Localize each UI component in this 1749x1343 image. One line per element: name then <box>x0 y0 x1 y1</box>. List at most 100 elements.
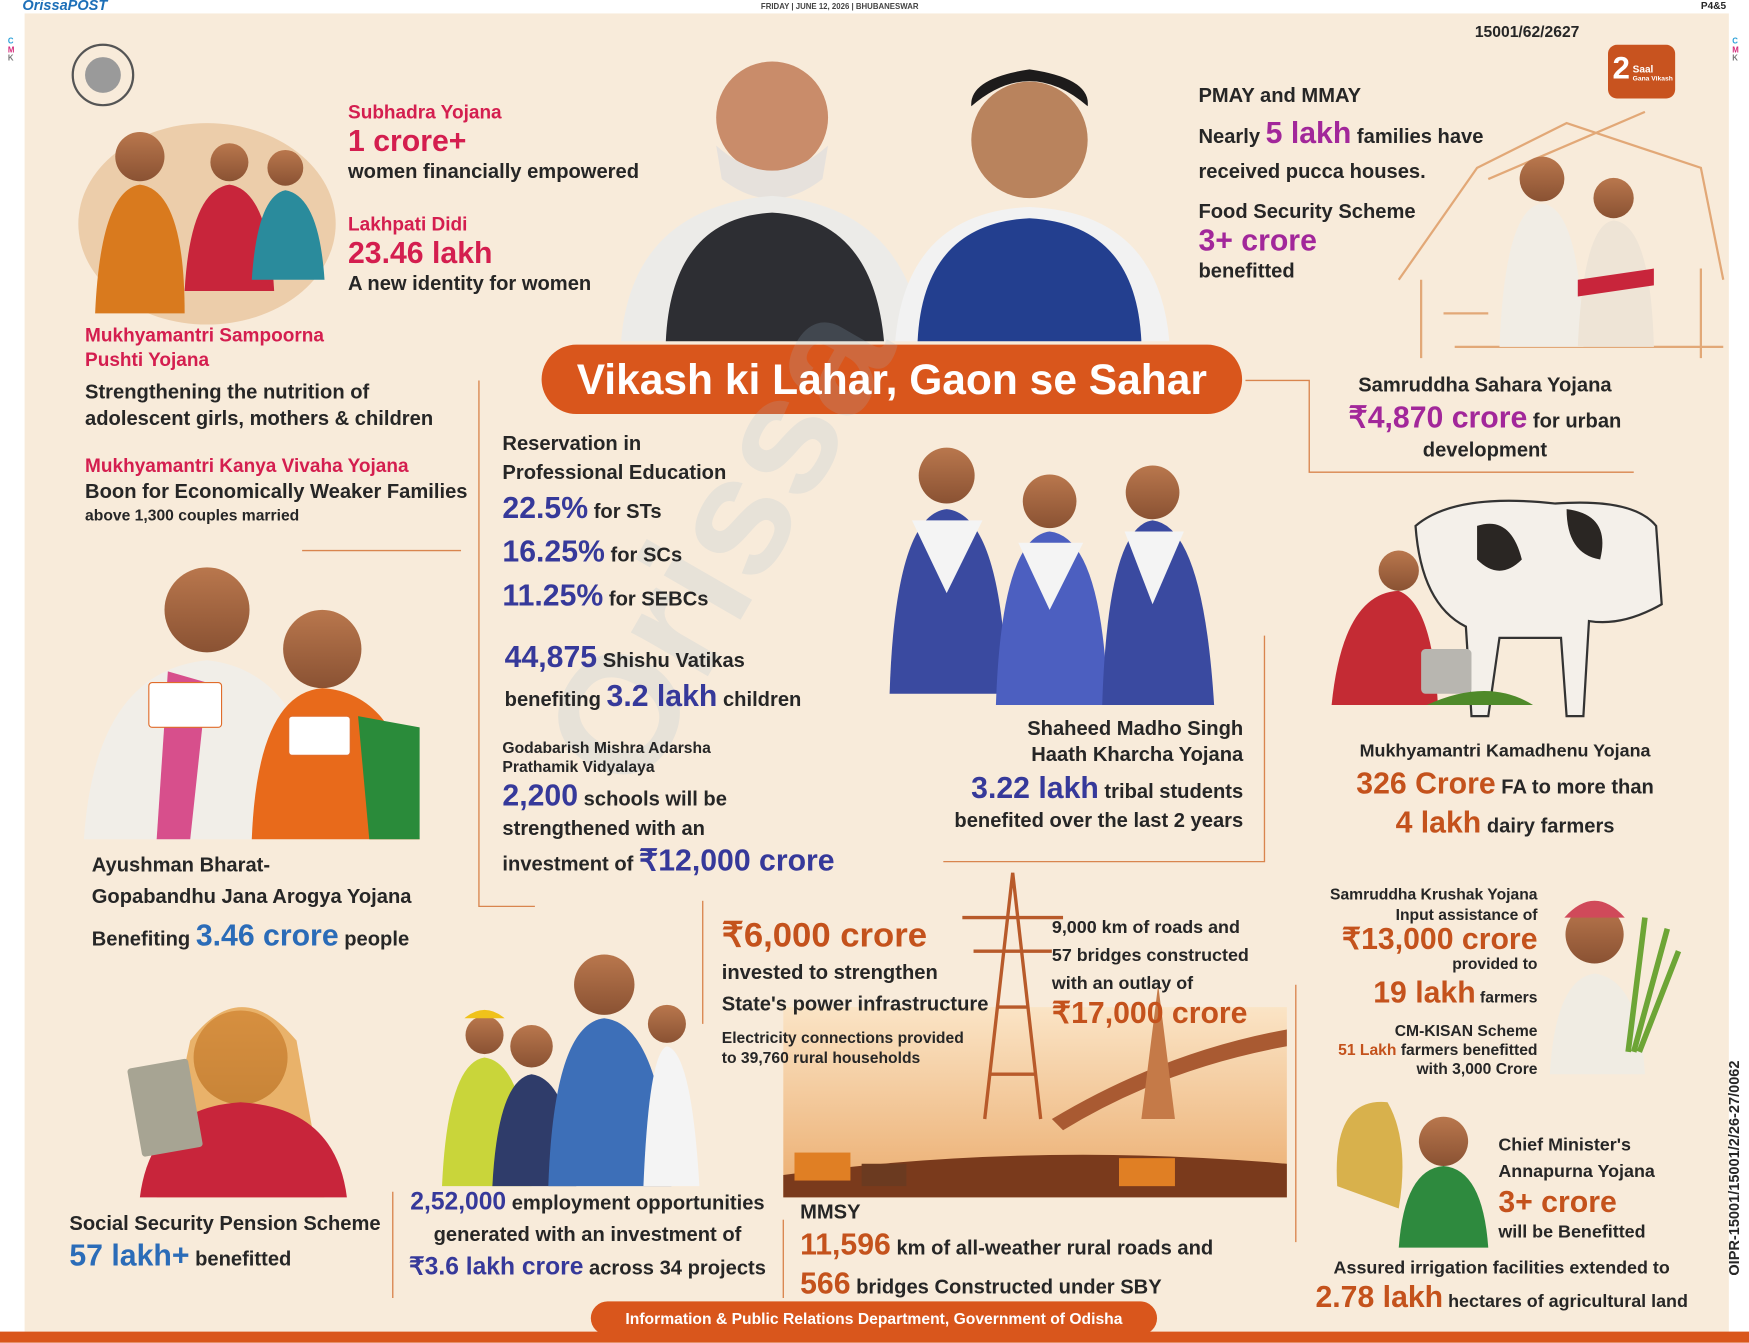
text: received pucca houses. <box>1198 159 1426 182</box>
badge-number: 2 <box>1612 50 1630 86</box>
text: Assured irrigation facilities extended t… <box>1333 1258 1670 1278</box>
reg-k: K <box>1732 55 1738 64</box>
figure: 51 Lakh <box>1338 1040 1397 1059</box>
scheme-name: CM-KISAN Scheme <box>1394 1021 1538 1040</box>
pension: Social Security Pension Scheme 57 lakh+ … <box>69 1211 380 1276</box>
text: Nearly <box>1198 125 1261 148</box>
art-shape <box>267 149 304 186</box>
art-shape <box>1397 110 1725 359</box>
figure: 22.5% <box>502 491 589 526</box>
art-shape <box>917 218 1142 342</box>
heading: Reservation in <box>502 431 642 455</box>
art-shape <box>647 1004 686 1043</box>
emblem-core <box>85 57 121 93</box>
reservation: Reservation in Professional Education 22… <box>502 429 726 619</box>
text: families have <box>1356 125 1484 148</box>
art-shape <box>861 1163 907 1187</box>
figure: ₹4,870 crore <box>1348 401 1528 435</box>
art-shape <box>1421 649 1472 694</box>
figure: 3+ crore <box>1198 224 1317 258</box>
figure: 2,52,000 <box>410 1187 507 1216</box>
art-shape <box>1051 1029 1287 1131</box>
text: strengthened with an <box>502 816 705 839</box>
art-shape <box>1477 509 1603 571</box>
art-shape <box>1124 531 1184 605</box>
art-shape <box>665 212 885 342</box>
art-shape <box>1336 1101 1403 1209</box>
art-shape <box>1331 590 1438 705</box>
figure: 326 Crore <box>1356 766 1496 800</box>
scheme-name: Mukhyamantri Kanya Vivaha Yojana <box>85 455 409 477</box>
shishu: 44,875 Shishu Vatikas benefiting 3.2 lak… <box>505 638 802 717</box>
roads: 9,000 km of roads and 57 bridges constru… <box>1052 915 1249 1029</box>
figure: ₹12,000 crore <box>639 843 835 878</box>
art-shape <box>1426 690 1534 705</box>
label: for STs <box>593 500 662 523</box>
badge-box <box>1608 44 1676 99</box>
text: dairy farmers <box>1486 814 1615 837</box>
art-shape <box>1125 465 1180 520</box>
art-shape <box>1565 905 1624 964</box>
desc: women financially empowered <box>348 159 640 183</box>
bottom-rule <box>0 1331 1749 1343</box>
art-shape <box>465 1016 504 1055</box>
art-shape <box>1102 520 1215 705</box>
text: people <box>344 927 410 950</box>
art-shape <box>943 635 1266 863</box>
figure: 44,875 <box>504 640 598 674</box>
art-shape <box>288 715 351 756</box>
desc: will be Benefitted <box>1498 1222 1646 1242</box>
figure: 2,200 <box>502 778 579 812</box>
emblem <box>71 43 135 107</box>
scheme-name: Lakhpati Didi <box>348 213 468 235</box>
art-shape <box>574 954 635 1015</box>
figure: ₹6,000 crore <box>721 915 928 955</box>
reg-c: C <box>1732 38 1738 46</box>
art-shape <box>911 520 983 594</box>
figure: 3+ crore <box>1498 1185 1617 1219</box>
art-shape <box>1018 542 1084 610</box>
ayushman: Ayushman Bharat- Gopabandhu Jana Arogya … <box>92 850 412 959</box>
label: Shishu Vatikas <box>602 649 745 672</box>
figure: 566 <box>800 1267 851 1301</box>
note: Electricity connections provided <box>721 1028 964 1047</box>
text: generated with an investment of <box>433 1222 742 1246</box>
art-shape <box>115 132 165 182</box>
divider-lines <box>302 379 1634 1299</box>
scheme-name: Prathamik Vidyalaya <box>502 757 655 776</box>
art-shape <box>1398 1165 1489 1248</box>
art-shape <box>283 609 362 689</box>
text: FA to more than <box>1501 775 1654 798</box>
art-shape <box>95 184 185 314</box>
art-shape <box>962 872 1064 1120</box>
kamadhenu: Mukhyamantri Kamadhenu Yojana 326 Crore … <box>1326 741 1684 843</box>
figure: 2.78 lakh <box>1315 1280 1444 1314</box>
scheme-name: MMSY <box>800 1200 861 1224</box>
art-shape <box>1577 268 1654 297</box>
text: for urban <box>1532 409 1622 433</box>
art-shape <box>1022 474 1077 529</box>
figure: 11,596 <box>800 1227 891 1262</box>
scheme-name: Pushti Yojana <box>85 349 210 371</box>
photo-couple-cards <box>83 567 420 840</box>
art-shape <box>358 716 420 840</box>
text: benefited over the last 2 years <box>954 808 1244 832</box>
food: Food Security Scheme 3+ crore benefitted <box>1198 199 1415 285</box>
desc: adolescent girls, mothers & children <box>85 406 434 430</box>
photo-dairy <box>1331 499 1663 718</box>
art-shape <box>716 145 829 199</box>
heading: Professional Education <box>502 461 727 484</box>
photo-couple-elderly <box>1499 156 1654 347</box>
photo-workers <box>442 954 700 1187</box>
madho: Shaheed Madho Singh Haath Kharcha Yojana… <box>954 716 1243 834</box>
text: farmers benefitted <box>1400 1040 1538 1059</box>
reg-m: M <box>7 46 15 55</box>
desc: Boon for Economically Weaker Families <box>85 480 468 503</box>
badge-line: Saal <box>1632 63 1654 75</box>
text: farmers <box>1480 987 1538 1006</box>
label: for SCs <box>610 544 683 567</box>
mmsy: MMSY 11,596 km of all-weather rural road… <box>800 1200 1213 1305</box>
